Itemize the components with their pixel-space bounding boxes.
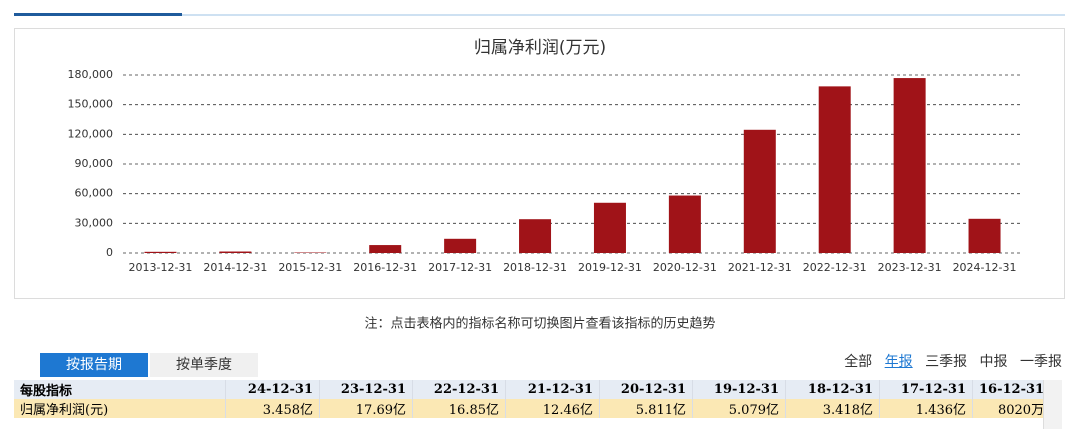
bar (968, 218, 1001, 253)
period-links: 全部 年报 三季报 中报 一季报 (836, 351, 1062, 371)
table-cell: 3.458亿 (225, 399, 320, 418)
table-cell: 24-12-31 (225, 380, 320, 399)
y-tick-label: 30,000 (75, 216, 114, 229)
bar (519, 219, 552, 253)
table-row: 每股指标 24-12-31 23-12-31 22-12-31 21-12-31 20-1… (14, 380, 1052, 399)
x-tick-label: 2017-12-31 (428, 261, 492, 274)
bar (818, 86, 851, 253)
period-link[interactable]: 年报 (884, 354, 913, 370)
table-cell: 22-12-31 (412, 380, 506, 399)
y-tick-label: 180,000 (68, 68, 114, 81)
y-tick-label: 150,000 (68, 98, 114, 111)
table-cell: 5.079亿 (692, 399, 786, 418)
table-cell: 每股指标 (14, 380, 226, 399)
period-link[interactable]: 全部 (844, 354, 873, 370)
tab[interactable]: 按报告期 (40, 353, 148, 377)
y-tick-label: 0 (106, 246, 113, 259)
table-cell: 17.69亿 (319, 399, 413, 418)
table-cell: 16-12-31 (972, 380, 1052, 399)
table-cell: 20-12-31 (599, 380, 693, 399)
period-link[interactable]: 三季报 (925, 354, 968, 370)
table-row: 归属净利润(元) 3.458亿 17.69亿 16.85亿 12.46亿 5.811亿 5.… (14, 399, 1052, 418)
table-cell: 17-12-31 (879, 380, 973, 399)
table-cell: 16.85亿 (412, 399, 506, 418)
chart-title: 归属净利润(万元) (474, 38, 606, 58)
bar (219, 251, 252, 253)
bar (743, 129, 776, 253)
x-tick-label: 2023-12-31 (878, 261, 942, 274)
table-cell: 3.418亿 (785, 399, 880, 418)
table-cell[interactable]: 归属净利润(元) (14, 399, 226, 418)
bar (668, 195, 701, 253)
x-tick-label: 2022-12-31 (803, 261, 867, 274)
period-link[interactable]: 一季报 (1020, 354, 1062, 370)
period-link[interactable]: 中报 (979, 354, 1008, 370)
x-tick-label: 2014-12-31 (203, 261, 267, 274)
table-cell: 1.436亿 (879, 399, 973, 418)
x-tick-label: 2019-12-31 (578, 261, 642, 274)
chart-frame (14, 28, 1065, 299)
table-cell: 8020万 (972, 399, 1052, 418)
bar (444, 238, 477, 253)
table-cell: 21-12-31 (505, 380, 600, 399)
x-tick-label: 2018-12-31 (503, 261, 567, 274)
bar (893, 78, 926, 253)
y-tick-label: 120,000 (68, 127, 114, 140)
table-cell: 5.811亿 (599, 399, 693, 418)
chart: 归属净利润(万元) 注：点击表格内的指标名称可切换图片查看该指标的历史趋势 0 3… (14, 13, 1065, 332)
tab[interactable]: 按单季度 (150, 353, 258, 377)
y-tick-label: 60,000 (75, 187, 114, 200)
x-tick-label: 2020-12-31 (653, 261, 717, 274)
table-cell: 19-12-31 (692, 380, 786, 399)
scrollbar[interactable] (1043, 380, 1062, 429)
y-tick-label: 90,000 (75, 157, 114, 170)
x-tick-label: 2016-12-31 (353, 261, 417, 274)
table-cell: 18-12-31 (785, 380, 880, 399)
x-tick-label: 2024-12-31 (953, 261, 1017, 274)
table-cell: 23-12-31 (319, 380, 413, 399)
data-table: 每股指标 24-12-31 23-12-31 22-12-31 21-12-31 20-1… (14, 380, 1052, 418)
bar (144, 251, 177, 253)
note: 注：点击表格内的指标名称可切换图片查看该指标的历史趋势 (364, 316, 715, 332)
bar (369, 245, 402, 253)
x-tick-label: 2015-12-31 (278, 261, 342, 274)
x-tick-label: 2021-12-31 (728, 261, 792, 274)
x-tick-label: 2013-12-31 (128, 261, 192, 274)
bar (593, 202, 626, 253)
table-cell: 12.46亿 (505, 399, 600, 418)
